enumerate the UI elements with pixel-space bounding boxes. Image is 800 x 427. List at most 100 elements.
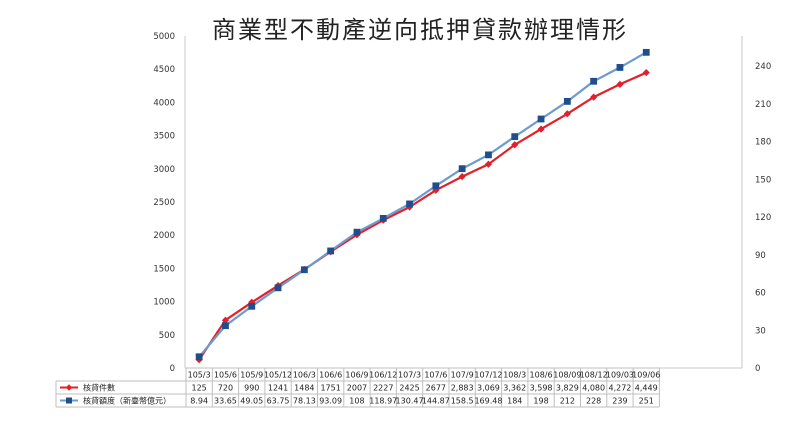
data-label: 78.13 xyxy=(293,397,316,406)
legend-label: 核貸件數 xyxy=(83,383,115,393)
left-y-tick-label: 0 xyxy=(170,364,175,374)
data-label: 169.48 xyxy=(474,397,502,406)
series-2-point xyxy=(485,151,492,159)
x-tick-label: 105/6 xyxy=(214,371,237,380)
series-2-point xyxy=(616,64,624,71)
data-label: 2425 xyxy=(399,384,419,393)
data-label: 251 xyxy=(639,397,654,406)
series-1-point xyxy=(432,186,440,194)
series-2-point xyxy=(563,97,571,105)
data-label: 2007 xyxy=(347,384,367,393)
left-y-tick-label: 4500 xyxy=(153,65,175,75)
x-tick-label: 108/12 xyxy=(580,371,608,380)
data-label: 8.94 xyxy=(190,397,208,406)
series-1-point xyxy=(221,316,230,324)
right-y-tick-label: 30 xyxy=(755,326,766,336)
series-1-point xyxy=(563,110,571,118)
series-1-point xyxy=(248,298,256,306)
right-y-tick-label: 120 xyxy=(755,213,771,223)
series-2-point xyxy=(406,200,413,208)
x-tick-label: 106/9 xyxy=(345,371,368,380)
x-tick-label: 108/6 xyxy=(530,371,553,380)
x-tick-label: 105/12 xyxy=(264,371,292,380)
data-label: 49.05 xyxy=(240,397,263,406)
x-tick-label: 109/03 xyxy=(606,371,634,380)
series-1-point xyxy=(511,141,519,149)
series-line-2 xyxy=(198,51,647,358)
series-1-point xyxy=(590,93,598,101)
data-label: 1751 xyxy=(320,384,340,393)
series-1-point xyxy=(458,172,466,181)
data-label: 990 xyxy=(244,384,259,393)
data-label: 1484 xyxy=(294,384,314,393)
data-label: 2227 xyxy=(373,384,393,393)
data-label: 3,829 xyxy=(556,384,579,393)
series-2-point xyxy=(537,115,545,123)
left-y-tick-label: 3500 xyxy=(153,132,175,142)
left-y-tick-label: 2000 xyxy=(153,231,175,241)
data-label: 4,272 xyxy=(608,384,631,393)
data-label: 144.87 xyxy=(422,397,450,406)
data-label: 130.47 xyxy=(396,397,424,406)
data-label: 228 xyxy=(586,397,601,406)
right-y-tick-label: 210 xyxy=(755,100,771,110)
left-y-tick-label: 500 xyxy=(159,331,175,341)
x-tick-label: 107/9 xyxy=(451,371,474,380)
x-tick-label: 108/09 xyxy=(553,371,581,380)
legend-label: 核貸額度（新臺幣億元） xyxy=(83,396,171,406)
series-2-point xyxy=(511,133,519,141)
data-label: 4,449 xyxy=(635,384,658,393)
left-y-tick-label: 1000 xyxy=(153,298,175,308)
data-label: 3,069 xyxy=(477,384,500,393)
left-y-tick-label: 4000 xyxy=(153,98,175,108)
left-y-tick-label: 2500 xyxy=(153,198,175,208)
series-1-point xyxy=(642,68,650,77)
series-2-point xyxy=(327,247,335,255)
series-2-point xyxy=(458,165,466,173)
data-label: 3,598 xyxy=(530,384,553,393)
series-2-point xyxy=(248,302,256,310)
x-tick-label: 105/3 xyxy=(188,371,211,380)
legend-key-marker xyxy=(66,397,72,404)
right-y-tick-label: 180 xyxy=(755,138,771,148)
data-label: 125 xyxy=(192,384,207,393)
series-2-point xyxy=(642,48,650,56)
data-label: 3,362 xyxy=(503,384,526,393)
series-2-point xyxy=(379,214,387,222)
data-label: 184 xyxy=(507,397,522,406)
left-y-tick-label: 1500 xyxy=(153,264,175,274)
legend-key-marker xyxy=(65,384,73,391)
series-line-1 xyxy=(198,71,647,361)
series-2-point xyxy=(353,228,361,236)
series-1-point xyxy=(537,125,545,133)
series-1-point xyxy=(484,160,493,168)
data-label: 198 xyxy=(533,397,548,406)
x-tick-label: 107/6 xyxy=(424,371,447,380)
x-tick-label: 107/3 xyxy=(398,371,421,380)
data-label: 4,080 xyxy=(582,384,605,393)
x-tick-label: 106/6 xyxy=(319,371,342,380)
x-tick-label: 106/3 xyxy=(293,371,316,380)
data-label: 158.5 xyxy=(451,397,474,406)
x-tick-label: 105/9 xyxy=(240,371,263,380)
data-label: 720 xyxy=(218,384,233,393)
data-label: 118.97 xyxy=(369,397,397,406)
data-label: 239 xyxy=(612,397,627,406)
series-2-point xyxy=(590,77,598,85)
series-1-point xyxy=(616,80,624,88)
right-y-tick-label: 150 xyxy=(755,175,771,185)
data-label: 2677 xyxy=(426,384,446,393)
data-label: 33.65 xyxy=(214,397,237,406)
left-y-tick-label: 5000 xyxy=(153,32,175,42)
right-y-tick-label: 0 xyxy=(755,364,760,374)
series-2-point xyxy=(432,182,440,190)
data-label: 93.09 xyxy=(319,397,342,406)
series-2-point xyxy=(195,353,203,361)
x-tick-label: 106/12 xyxy=(369,371,397,380)
data-label: 2,883 xyxy=(451,384,474,393)
x-tick-label: 108/3 xyxy=(503,371,526,380)
right-y-tick-label: 90 xyxy=(755,251,766,261)
data-label: 108 xyxy=(349,397,364,406)
